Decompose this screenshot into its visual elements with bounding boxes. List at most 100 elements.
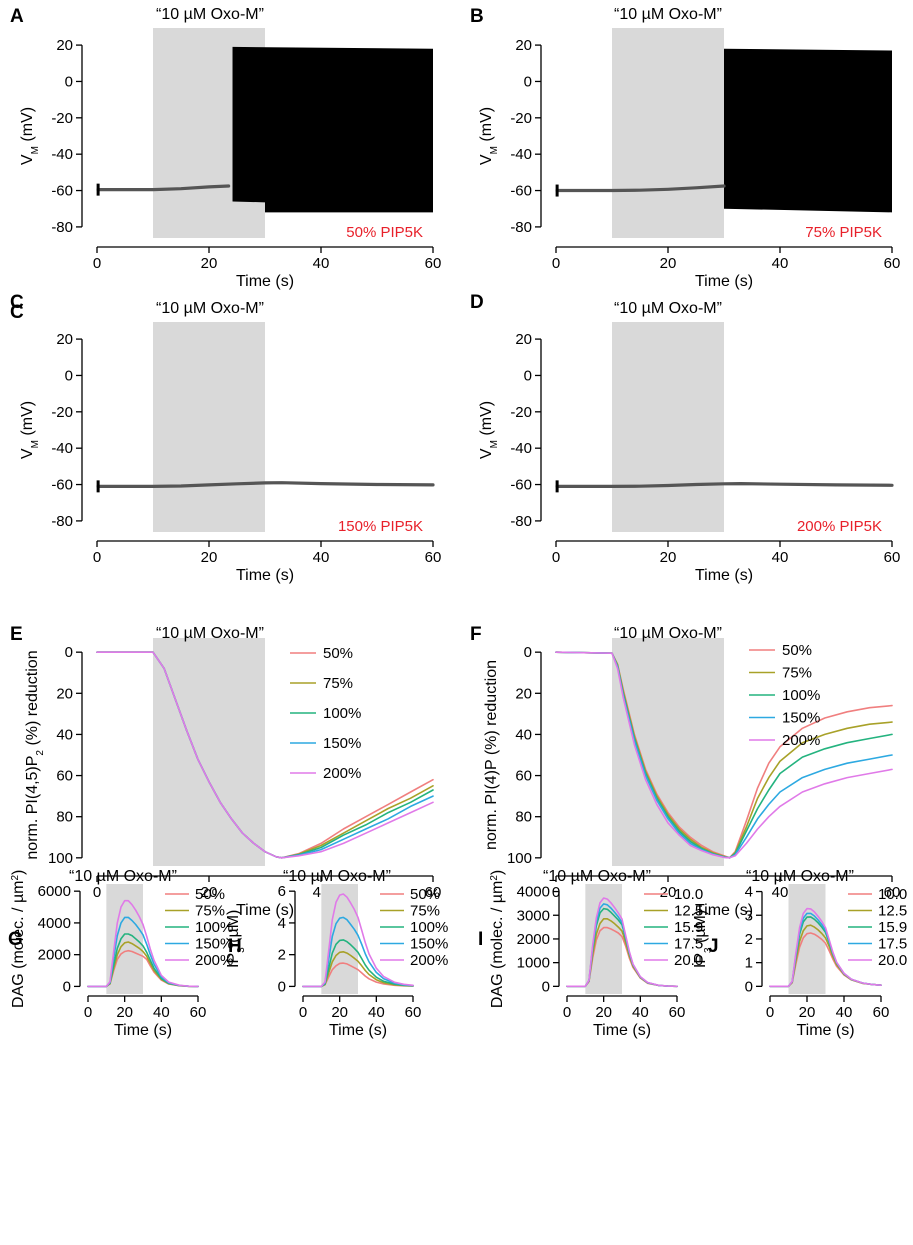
x-axis-label: Time (s) xyxy=(114,1022,172,1039)
x-tick-label: 0 xyxy=(563,1004,571,1021)
y-tick-label: 100 xyxy=(48,850,73,867)
y-tick-label: 20 xyxy=(56,685,73,702)
y-tick-label: -80 xyxy=(51,513,73,530)
x-tick-label: 20 xyxy=(595,1004,612,1021)
x-tick-label: 40 xyxy=(836,1004,853,1021)
y-tick-label: 4000 xyxy=(38,915,71,932)
legend-label: 150% xyxy=(782,710,820,727)
y-tick-label: -80 xyxy=(510,219,532,236)
y-axis-label-tail: ) xyxy=(489,870,506,875)
y-tick-label: 40 xyxy=(515,726,532,743)
y-axis-label: DAG (molec. / µm2) xyxy=(489,870,507,1008)
stimulus-shade xyxy=(788,884,826,994)
series-line-20.0 xyxy=(566,897,678,988)
series-line-200 xyxy=(555,651,893,859)
y-tick-label: -40 xyxy=(51,440,73,457)
y-tick-label: 1 xyxy=(745,955,753,972)
y-tick-label: 6 xyxy=(278,883,286,900)
y-axis-label-subscript: 2 xyxy=(35,750,46,756)
x-tick-label: 60 xyxy=(425,884,442,901)
x-tick-label: 20 xyxy=(660,255,677,272)
y-axis-label-subscript: M xyxy=(489,440,500,448)
legend-item: 150% xyxy=(165,936,233,953)
series-line-200 xyxy=(87,899,199,988)
panel-letter-e: E xyxy=(10,624,23,645)
series-line-50 xyxy=(302,962,414,988)
legend-item: 200% xyxy=(749,732,820,749)
legend-label: 100% xyxy=(410,919,448,936)
x-axis-label: Time (s) xyxy=(236,567,294,584)
y-axis-label-main: V xyxy=(19,448,36,459)
panel-c: 20 0 -20 -40 -60 -80 0 20 40 60 Time (s) VM (mV) “10… xyxy=(19,300,441,584)
legend-item: 15.9 xyxy=(644,919,703,936)
y-tick-label: 0 xyxy=(542,978,550,995)
y-tick-label: -20 xyxy=(510,404,532,421)
legend-item: 200% xyxy=(165,952,233,969)
x-axis-label: Time (s) xyxy=(236,902,294,919)
y-axis-label-subscript: 3 xyxy=(236,947,247,953)
y-tick-label: 6000 xyxy=(38,883,71,900)
y-tick-label: -80 xyxy=(51,219,73,236)
y-tick-label: 0 xyxy=(524,367,532,384)
legend-item: 50% xyxy=(165,886,225,903)
legend-label: 200% xyxy=(323,765,361,782)
pip5k-annotation: 150% PIP5K xyxy=(338,518,423,535)
panel-letter-a: A xyxy=(10,6,24,27)
series-line-vm xyxy=(96,184,231,192)
x-tick-label: 40 xyxy=(313,549,330,566)
y-axis-label-main: norm. PI(4)P (%) reduction xyxy=(483,660,500,850)
x-tick-label: 60 xyxy=(884,884,901,901)
legend-item: 200% xyxy=(380,952,448,969)
y-tick-label: 20 xyxy=(56,37,73,54)
legend-label: 50% xyxy=(323,645,353,662)
series-line-150 xyxy=(302,916,414,988)
legend-label: 150% xyxy=(410,936,448,953)
panel-letter-b: B xyxy=(470,6,484,27)
chart-title: “10 µM Oxo-M” xyxy=(746,868,854,885)
y-tick-label: -60 xyxy=(510,183,532,200)
x-tick-label: 60 xyxy=(425,549,442,566)
y-tick-label: 60 xyxy=(515,768,532,785)
y-tick-label: -20 xyxy=(510,110,532,127)
y-tick-label: 0 xyxy=(278,978,286,995)
panel-d: 20 0 -20 -40 -60 -80 0 20 40 60 Time (s) VM (mV) “10… xyxy=(478,300,900,584)
legend-item: 150% xyxy=(380,936,448,953)
y-axis-label-main: DAG (molec. / µm xyxy=(489,881,506,1008)
y-axis-label-tail: (µM) xyxy=(692,910,709,948)
y-axis-label-main: norm. PI(4,5)P xyxy=(24,756,41,860)
x-tick-label: 20 xyxy=(660,549,677,566)
panel-letter-c: C xyxy=(10,292,24,313)
stimulus-shade xyxy=(612,322,724,532)
x-tick-label: 40 xyxy=(313,255,330,272)
legend-item: 17.5 xyxy=(848,936,907,953)
stimulus-shade xyxy=(585,884,622,994)
legend-item: 17.5 xyxy=(644,936,703,953)
y-tick-label: 0 xyxy=(65,73,73,90)
legend-item: 75% xyxy=(290,675,353,692)
panel-b: 20 0 -20 -40 -60 -80 0 20 40 60 Time (s) VM (mV) “10… xyxy=(478,6,900,290)
chart-title: “10 µM Oxo-M” xyxy=(614,625,722,642)
y-tick-label: -20 xyxy=(51,110,73,127)
y-tick-label: -40 xyxy=(510,440,532,457)
x-axis-label: Time (s) xyxy=(593,1022,651,1039)
x-tick-label: 40 xyxy=(368,1004,385,1021)
series-line-20.0 xyxy=(769,907,882,988)
y-tick-label: 80 xyxy=(56,809,73,826)
x-tick-label: 0 xyxy=(84,1004,92,1021)
y-axis-label-main: IP xyxy=(225,953,242,968)
x-tick-label: 40 xyxy=(772,255,789,272)
y-tick-label: -40 xyxy=(510,146,532,163)
y-axis-label-tail: (mV) xyxy=(19,401,36,440)
series-line-200 xyxy=(302,893,414,988)
panel-letter-c: C xyxy=(10,302,24,323)
legend-item: 10.0 xyxy=(848,886,907,903)
legend-label: 20.0 xyxy=(674,952,703,969)
legend-label: 75% xyxy=(323,675,353,692)
pip5k-annotation: 75% PIP5K xyxy=(805,224,882,241)
y-axis-label: norm. PI(4,5)P2 (%) reduction xyxy=(24,650,46,859)
y-axis-label-main: DAG (molec. / µm xyxy=(10,881,27,1008)
y-tick-label: 100 xyxy=(507,850,532,867)
y-tick-label: 0 xyxy=(745,978,753,995)
